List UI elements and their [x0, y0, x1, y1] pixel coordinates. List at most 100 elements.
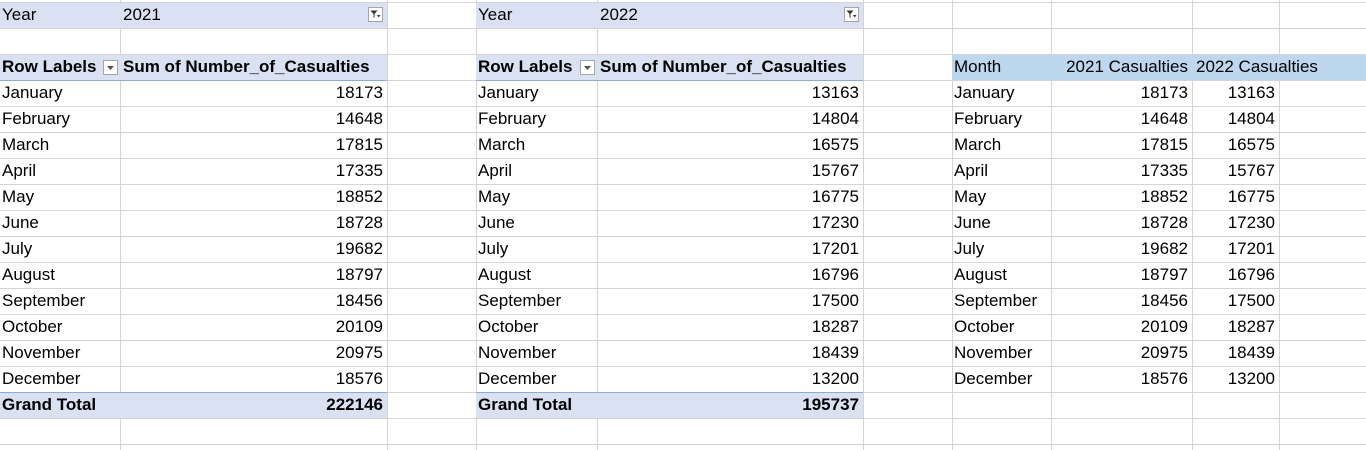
filter-dropdown-icon[interactable] — [844, 7, 859, 22]
row-labels-header[interactable]: Row Labels — [478, 57, 573, 76]
grand-total-label[interactable]: Grand Total — [2, 395, 97, 414]
summary-2021-value[interactable]: 18797 — [1140, 265, 1188, 284]
month-label[interactable]: February — [478, 109, 547, 128]
summary-2022-value[interactable]: 16575 — [1227, 135, 1275, 154]
casualty-value[interactable]: 17815 — [335, 135, 383, 154]
casualty-value[interactable]: 18173 — [335, 83, 383, 102]
summary-2021-value[interactable]: 18576 — [1140, 369, 1188, 388]
month-label[interactable]: December — [2, 369, 81, 388]
summary-month[interactable]: August — [954, 265, 1007, 284]
month-label[interactable]: April — [2, 161, 37, 180]
summary-2022-value[interactable]: 13163 — [1227, 83, 1275, 102]
summary-2021-value[interactable]: 20975 — [1140, 343, 1188, 362]
casualty-value[interactable]: 17335 — [335, 161, 383, 180]
month-label[interactable]: October — [478, 317, 539, 336]
grand-total-label[interactable]: Grand Total — [478, 395, 573, 414]
filter-dropdown-icon[interactable] — [368, 7, 383, 22]
month-label[interactable]: July — [478, 239, 509, 258]
month-label[interactable]: June — [478, 213, 515, 232]
filter-label[interactable]: Year — [478, 5, 513, 24]
casualty-value[interactable]: 18456 — [335, 291, 383, 310]
summary-month[interactable]: March — [954, 135, 1002, 154]
summary-2021-value[interactable]: 18852 — [1140, 187, 1188, 206]
summary-month[interactable]: November — [954, 343, 1033, 362]
summary-month[interactable]: July — [954, 239, 985, 258]
summary-2022-value[interactable]: 18439 — [1227, 343, 1275, 362]
summary-2022-value[interactable]: 16775 — [1227, 187, 1275, 206]
grand-total-value[interactable]: 222146 — [326, 395, 383, 414]
summary-month[interactable]: May — [954, 187, 987, 206]
month-label[interactable]: November — [2, 343, 81, 362]
month-label[interactable]: July — [2, 239, 33, 258]
summary-2022-value[interactable]: 17500 — [1227, 291, 1275, 310]
casualty-value[interactable]: 17500 — [811, 291, 859, 310]
month-label[interactable]: January — [2, 83, 63, 102]
summary-2022-value[interactable]: 15767 — [1227, 161, 1275, 180]
values-header[interactable]: Sum of Number_of_Casualties — [123, 57, 370, 76]
casualty-value[interactable]: 14648 — [335, 109, 383, 128]
month-label[interactable]: October — [2, 317, 63, 336]
summary-2022-value[interactable]: 14804 — [1227, 109, 1275, 128]
row-labels-header[interactable]: Row Labels — [2, 57, 97, 76]
casualty-value[interactable]: 19682 — [335, 239, 383, 258]
casualty-value[interactable]: 17201 — [811, 239, 859, 258]
summary-month[interactable]: September — [954, 291, 1038, 310]
summary-2021-value[interactable]: 14648 — [1140, 109, 1188, 128]
casualty-value[interactable]: 18439 — [811, 343, 859, 362]
summary-header-2021[interactable]: 2021 Casualties — [1066, 57, 1188, 76]
summary-2021-value[interactable]: 18728 — [1140, 213, 1188, 232]
month-label[interactable]: May — [478, 187, 511, 206]
month-label[interactable]: September — [478, 291, 562, 310]
month-label[interactable]: December — [478, 369, 557, 388]
sort-dropdown-icon[interactable] — [580, 60, 595, 75]
summary-month[interactable]: June — [954, 213, 991, 232]
month-label[interactable]: March — [2, 135, 50, 154]
summary-2021-value[interactable]: 17335 — [1140, 161, 1188, 180]
casualty-value[interactable]: 13163 — [811, 83, 859, 102]
filter-value[interactable]: 2021 — [123, 5, 161, 24]
month-label[interactable]: August — [478, 265, 531, 284]
casualty-value[interactable]: 20109 — [335, 317, 383, 336]
month-label[interactable]: February — [2, 109, 71, 128]
month-label[interactable]: August — [2, 265, 55, 284]
casualty-value[interactable]: 18728 — [335, 213, 383, 232]
month-label[interactable]: May — [2, 187, 35, 206]
month-label[interactable]: September — [2, 291, 86, 310]
summary-2021-value[interactable]: 20109 — [1140, 317, 1188, 336]
month-label[interactable]: January — [478, 83, 539, 102]
summary-2022-value[interactable]: 18287 — [1227, 317, 1275, 336]
month-label[interactable]: June — [2, 213, 39, 232]
filter-label[interactable]: Year — [2, 5, 37, 24]
grand-total-value[interactable]: 195737 — [802, 395, 859, 414]
summary-2022-value[interactable]: 17230 — [1227, 213, 1275, 232]
casualty-value[interactable]: 13200 — [811, 369, 859, 388]
casualty-value[interactable]: 17230 — [811, 213, 859, 232]
summary-2022-value[interactable]: 17201 — [1227, 239, 1275, 258]
summary-2021-value[interactable]: 18173 — [1140, 83, 1188, 102]
month-label[interactable]: April — [478, 161, 513, 180]
summary-month[interactable]: April — [954, 161, 989, 180]
casualty-value[interactable]: 16775 — [811, 187, 859, 206]
casualty-value[interactable]: 18797 — [335, 265, 383, 284]
sort-dropdown-icon[interactable] — [103, 60, 118, 75]
casualty-value[interactable]: 20975 — [335, 343, 383, 362]
summary-2021-value[interactable]: 19682 — [1140, 239, 1188, 258]
casualty-value[interactable]: 15767 — [811, 161, 859, 180]
summary-2021-value[interactable]: 17815 — [1140, 135, 1188, 154]
casualty-value[interactable]: 16796 — [811, 265, 859, 284]
values-header[interactable]: Sum of Number_of_Casualties — [600, 57, 847, 76]
month-label[interactable]: March — [478, 135, 526, 154]
month-label[interactable]: November — [478, 343, 557, 362]
casualty-value[interactable]: 18287 — [811, 317, 859, 336]
casualty-value[interactable]: 18576 — [335, 369, 383, 388]
summary-month[interactable]: December — [954, 369, 1033, 388]
summary-header-month[interactable]: Month — [954, 57, 1002, 76]
summary-header-2022[interactable]: 2022 Casualties — [1196, 57, 1318, 76]
summary-2022-value[interactable]: 16796 — [1227, 265, 1275, 284]
summary-month[interactable]: October — [954, 317, 1015, 336]
casualty-value[interactable]: 18852 — [335, 187, 383, 206]
summary-month[interactable]: January — [954, 83, 1015, 102]
summary-month[interactable]: February — [954, 109, 1023, 128]
casualty-value[interactable]: 16575 — [811, 135, 859, 154]
